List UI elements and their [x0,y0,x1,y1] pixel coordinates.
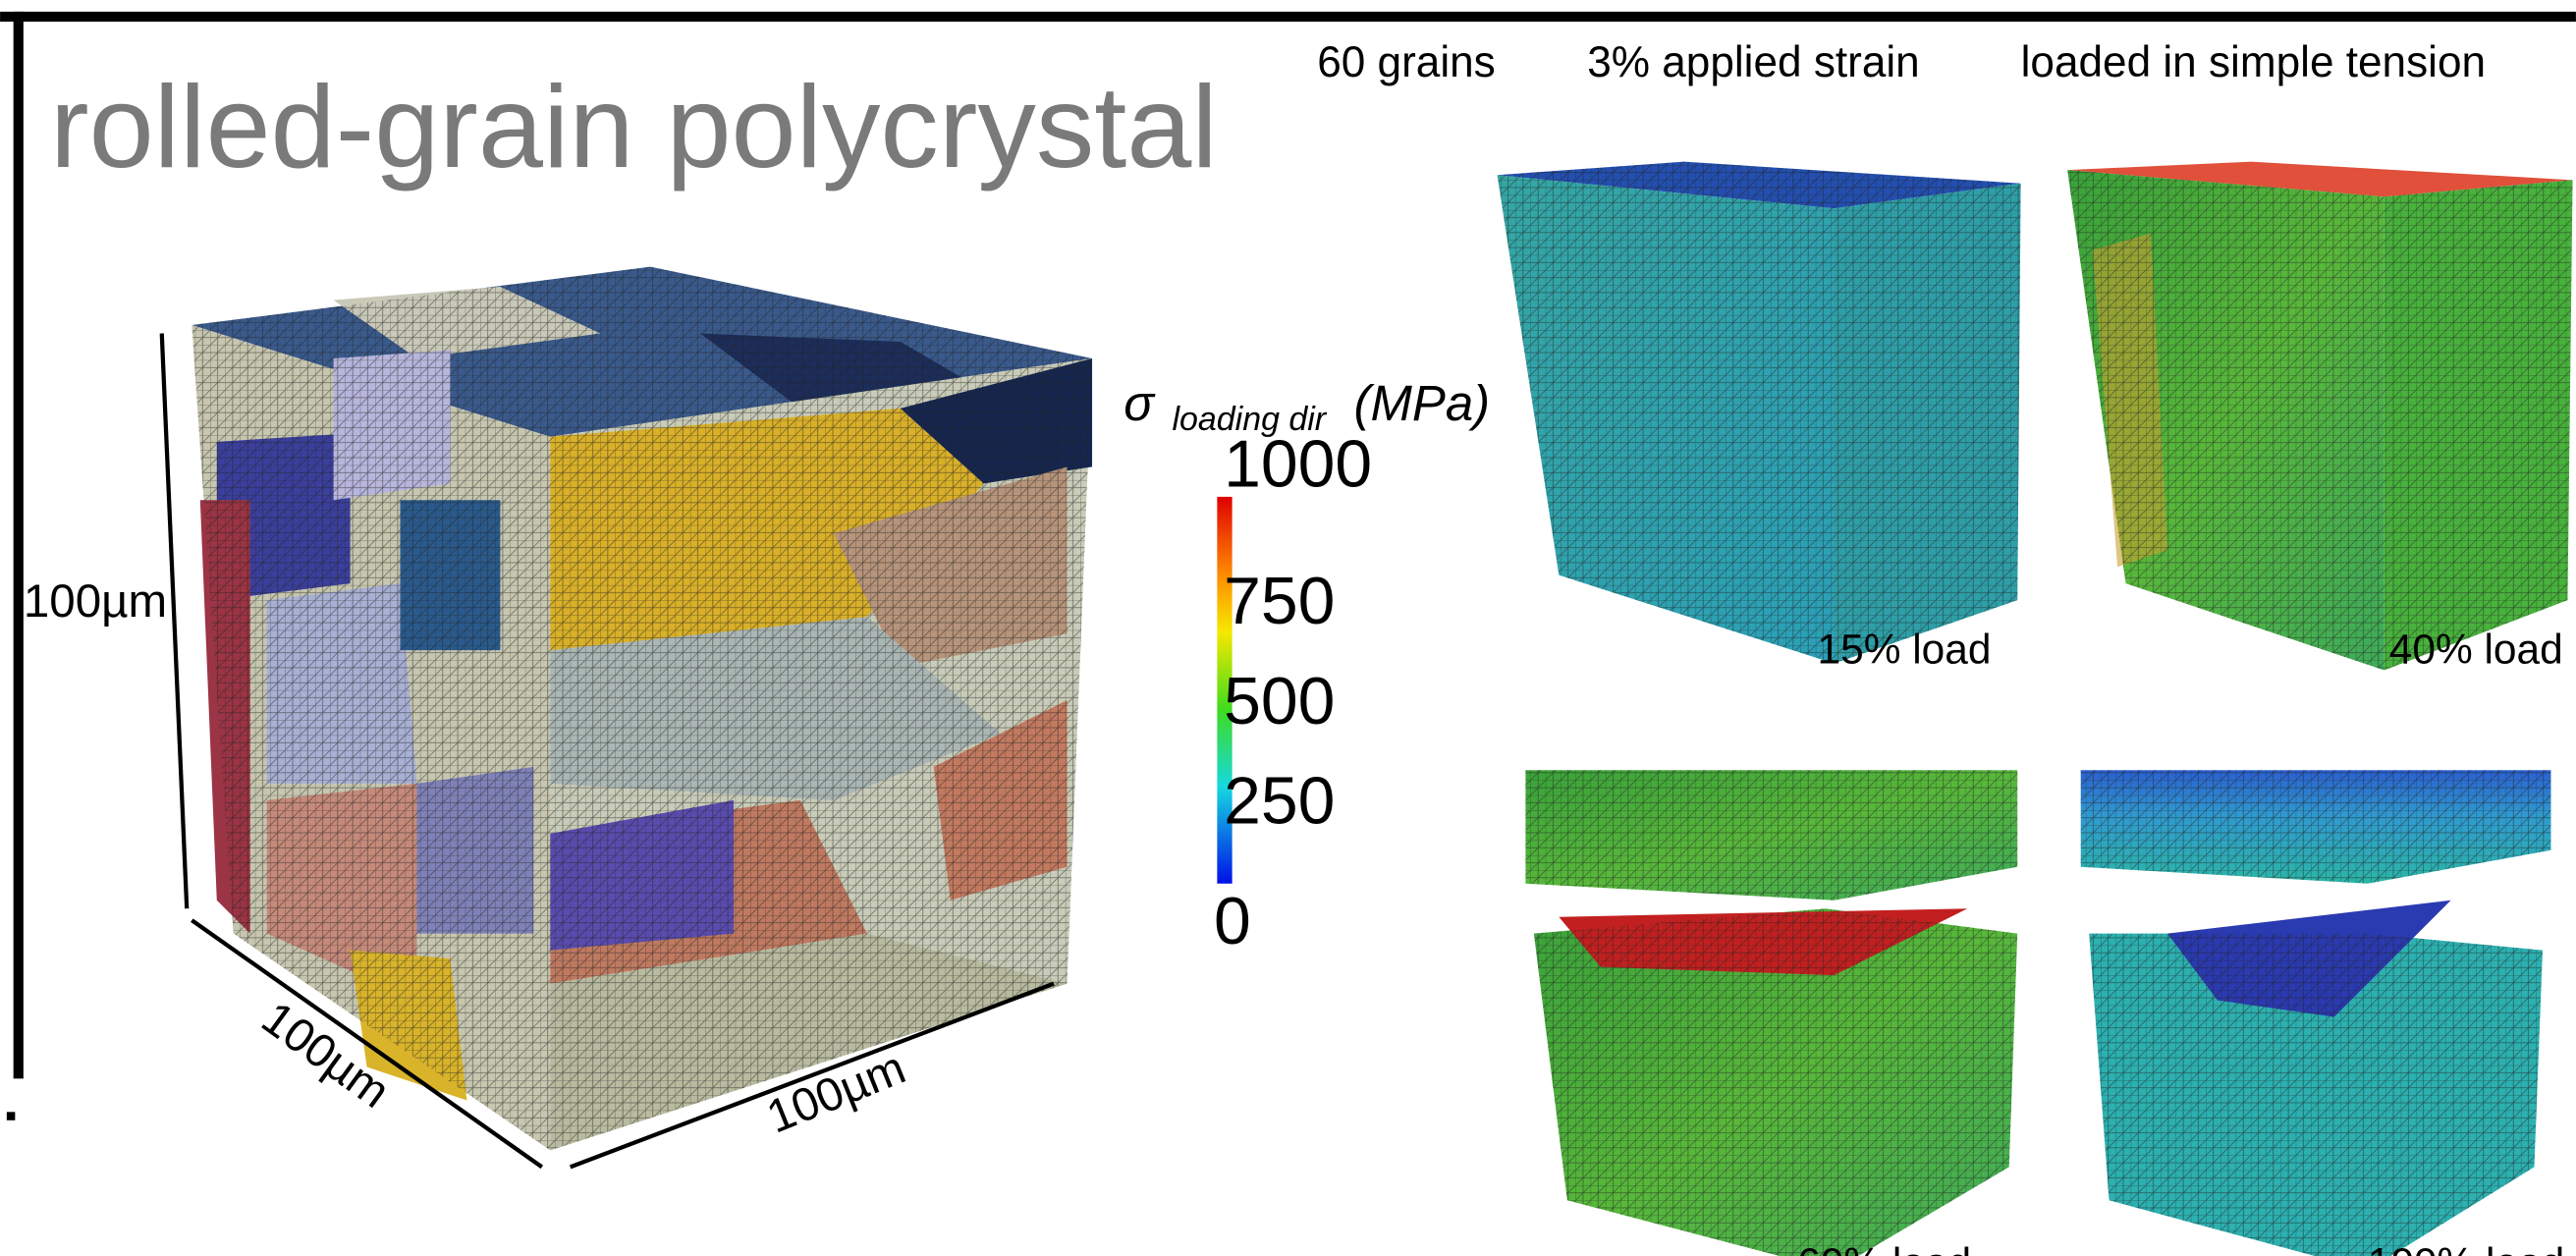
stress-cube [1498,162,2021,664]
note: 3% applied strain [1587,38,1920,86]
note: 60 grains [1317,38,1496,86]
colorbar-tick: 250 [1224,765,1335,839]
stress-cube [2067,162,2572,671]
panel-label: 15% load [1817,627,1991,673]
colorbar-tick: 750 [1224,565,1335,638]
colorbar-symbol: σ [1124,375,1156,431]
left-rule [14,12,24,1078]
colorbar-tick: 1000 [1224,428,1372,502]
bullet [7,1112,15,1119]
stress-cube [2081,770,2551,1256]
stress-cube [1525,770,2017,1256]
colorbar-tick: 0 [1214,885,1251,958]
panel-label: 40% load [2389,627,2563,673]
dimension-label: 100µm [24,575,167,628]
page: rolled-grain polycrystal 60 grains 3% ap… [0,0,2576,1256]
panel-label: 100% load [2368,1239,2565,1256]
top-rule [0,12,2576,22]
colorbar-unit: (MPa) [1354,375,1491,431]
note: loaded in simple tension [2021,38,2486,86]
colorbar-tick: 500 [1224,665,1335,738]
panel-label: 60% load [1797,1239,1971,1256]
slide-title: rolled-grain polycrystal [50,62,1218,192]
slide: rolled-grain polycrystal 60 grains 3% ap… [0,0,2576,1256]
